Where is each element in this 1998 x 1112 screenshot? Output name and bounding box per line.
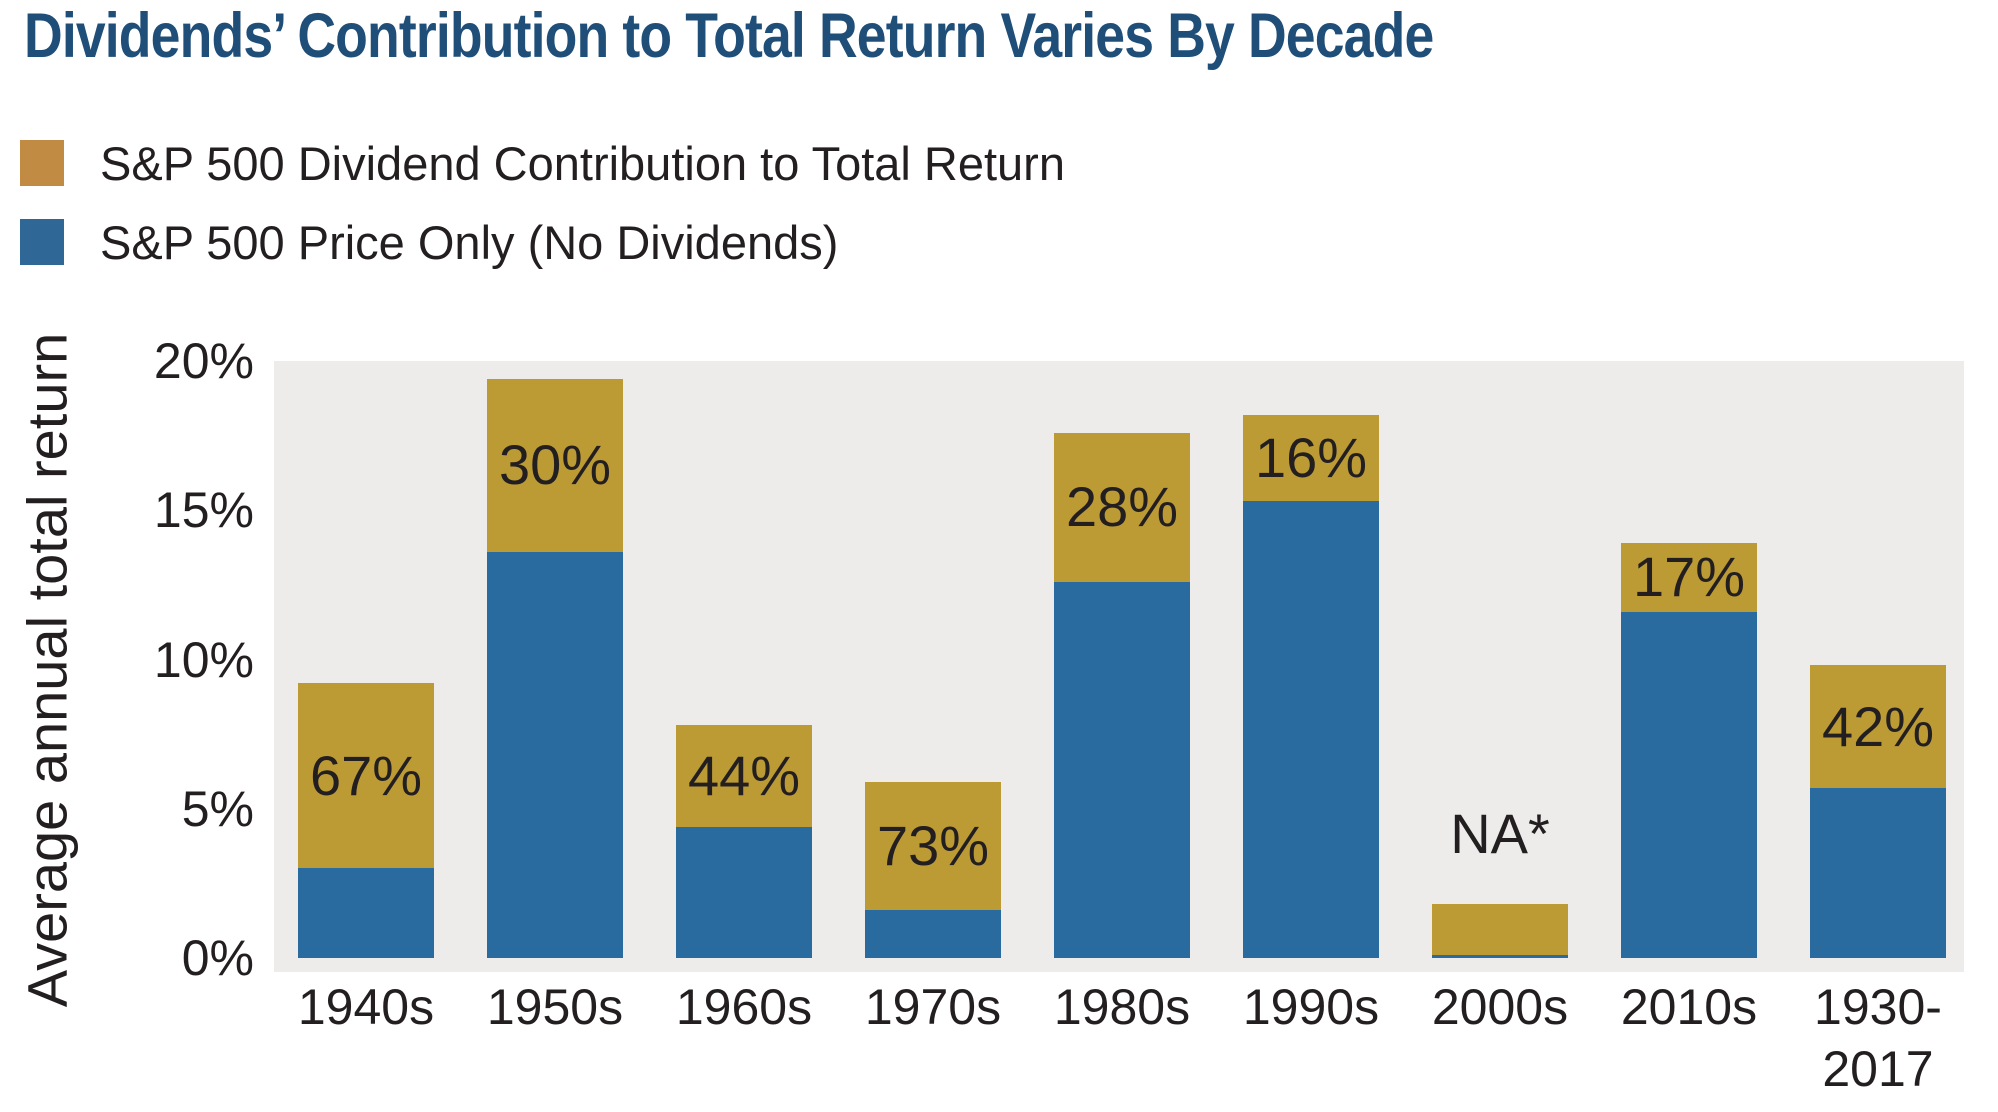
bar-value-label: 73% — [876, 814, 990, 878]
bar-value-label: 44% — [687, 743, 801, 807]
legend-item-label: S&P 500 Price Only (No Dividends) — [100, 215, 839, 269]
price-only-segment — [1810, 787, 1946, 958]
x-axis-label: 2000s — [1431, 979, 1569, 1035]
x-axis-label: 2010s — [1620, 979, 1758, 1035]
bar-value-label: 30% — [498, 433, 612, 497]
y-tick-label: 10% — [153, 631, 254, 688]
dividend-segment — [298, 683, 434, 869]
price-only-segment — [487, 552, 623, 958]
x-axis-label: 1960s — [675, 979, 813, 1035]
legend-item-price-only: S&P 500 Price Only (No Dividends) — [20, 216, 838, 269]
dividend-segment — [1432, 904, 1568, 955]
dividend-segment — [487, 378, 623, 553]
x-axis-label: 1940s — [297, 979, 435, 1035]
price-only-segment — [1432, 955, 1568, 958]
bar-value-label: 28% — [1065, 475, 1179, 539]
dividend-segment — [1810, 665, 1946, 788]
x-axis-label: 1970s — [864, 979, 1002, 1035]
dividend-segment — [1054, 432, 1190, 582]
x-axis-label: 1980s — [1053, 979, 1191, 1035]
y-tick-label: 0% — [181, 930, 254, 986]
plot-area: 67% 30% 44% 73% 28% 16% NA* 17% 42% — [274, 361, 1964, 972]
y-tick-label: 15% — [153, 482, 254, 539]
dividend-legend-swatch — [20, 140, 64, 186]
y-axis-title: Average annual total return — [15, 332, 79, 1008]
bar-value-label: 16% — [1254, 426, 1368, 489]
bar-value-label: 42% — [1821, 694, 1935, 758]
y-tick-label: 20% — [153, 333, 254, 389]
x-axis-label: 1990s — [1242, 979, 1380, 1035]
bar-value-label: 67% — [309, 743, 423, 807]
price-only-legend-swatch — [20, 219, 64, 265]
price-only-segment — [1243, 501, 1379, 958]
price-only-segment — [298, 868, 434, 958]
dividend-segment — [1243, 414, 1379, 502]
bar-value-label: NA* — [1450, 802, 1550, 866]
x-axis-label: 1950s — [486, 979, 624, 1035]
x-axis-label: 1930- 2017 — [1814, 979, 1942, 1097]
dividend-segment — [1621, 543, 1757, 612]
price-only-segment — [865, 910, 1001, 958]
y-tick-label: 5% — [181, 780, 254, 837]
dividend-segment — [676, 725, 812, 827]
bar-value-label: 17% — [1632, 545, 1746, 609]
dividend-segment — [865, 781, 1001, 911]
price-only-segment — [1054, 581, 1190, 958]
price-only-segment — [1621, 611, 1757, 958]
chart-title: Dividends’ Contribution to Total Return … — [24, 1, 1434, 71]
price-only-segment — [676, 826, 812, 958]
legend-item-label: S&P 500 Dividend Contribution to Total R… — [100, 136, 1065, 190]
legend-item-dividend-contribution: S&P 500 Dividend Contribution to Total R… — [20, 137, 1065, 190]
